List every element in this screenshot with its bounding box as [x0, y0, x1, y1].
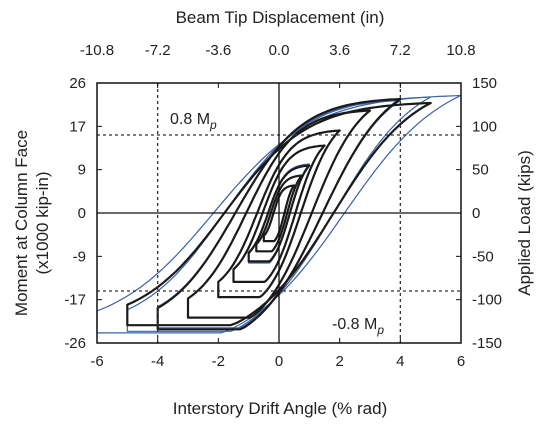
x-tick-label: 4 — [396, 353, 404, 370]
right-axis-title: Applied Load (kips) — [515, 150, 534, 296]
y-tick-label: -9 — [73, 248, 86, 265]
y-tick-label: -17 — [64, 292, 86, 309]
hysteresis-loop — [247, 164, 311, 263]
y-tick-label: 9 — [78, 162, 86, 179]
x-tick-label: -2 — [212, 353, 225, 370]
pos-moment-annotation: 0.8 Mp — [170, 111, 217, 132]
hysteresis-loop — [217, 129, 341, 299]
y-tick-label: 17 — [69, 118, 86, 135]
x2-tick-label: -7.2 — [145, 42, 171, 59]
y2-tick-label: 100 — [472, 118, 497, 135]
y2-tick-label: 0 — [472, 205, 480, 222]
top-axis-title: Beam Tip Displacement (in) — [176, 8, 385, 27]
y2-tick-label: 150 — [472, 75, 497, 92]
hysteresis-loop — [262, 184, 296, 243]
y2-tick-label: 50 — [472, 162, 489, 179]
y2-tick-label: -50 — [472, 248, 494, 265]
x2-tick-label: 0.0 — [269, 42, 290, 59]
y-tick-label: 26 — [69, 75, 86, 92]
x-tick-label: -6 — [90, 353, 103, 370]
hysteresis-loop — [126, 101, 432, 327]
y2-tick-label: -150 — [472, 335, 502, 352]
hysteresis-loop — [255, 174, 303, 253]
left-axis-title-line1: Moment at Column Face — [12, 130, 31, 316]
hysteresis-loop — [186, 109, 372, 319]
plot-frame — [96, 82, 462, 344]
x2-tick-label: 10.8 — [446, 42, 475, 59]
x-tick-label: 2 — [335, 353, 343, 370]
tick-labels: -6 -10.8 -4 -7.2 -2 -3.6 0 0.0 2 3.6 4 7.2 6 10.8 26 15… — [64, 42, 502, 370]
neg-moment-annotation: -0.8 Mp — [332, 316, 384, 337]
left-axis-title-line2: (x1000 kip-in) — [33, 172, 52, 275]
hysteresis-loop — [232, 144, 326, 283]
y2-tick-label: -100 — [472, 292, 502, 309]
x2-tick-label: 3.6 — [329, 42, 350, 59]
x-tick-label: 6 — [457, 353, 465, 370]
bottom-axis-title: Interstory Drift Angle (% rad) — [173, 399, 387, 418]
x-tick-label: 0 — [275, 353, 283, 370]
x2-tick-label: -3.6 — [205, 42, 231, 59]
x2-tick-label: -10.8 — [80, 42, 114, 59]
x-tick-label: -4 — [151, 353, 164, 370]
y-tick-label: 0 — [78, 205, 86, 222]
y-tick-label: -26 — [64, 335, 86, 352]
x2-tick-label: 7.2 — [390, 42, 411, 59]
